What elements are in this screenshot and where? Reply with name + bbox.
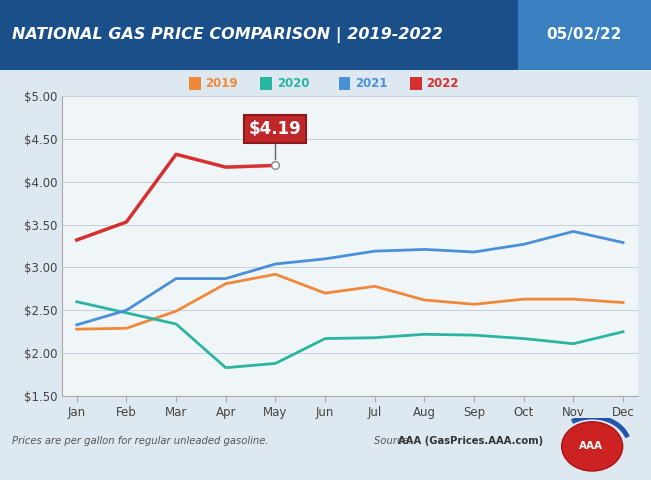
Text: 2020: 2020 [277, 77, 309, 90]
Text: 05/02/22: 05/02/22 [546, 27, 622, 42]
Bar [518, 0, 651, 70]
Ellipse shape [562, 422, 622, 471]
Bar [260, 77, 272, 90]
Text: Source:: Source: [374, 436, 415, 446]
Bar [410, 77, 422, 90]
Text: $4.19: $4.19 [249, 120, 302, 138]
Text: Prices are per gallon for regular unleaded gasoline.: Prices are per gallon for regular unlead… [12, 436, 268, 446]
Bar [0, 0, 518, 70]
Text: AAA: AAA [579, 442, 602, 451]
Text: NATIONAL GAS PRICE COMPARISON | 2019-2022: NATIONAL GAS PRICE COMPARISON | 2019-202… [12, 27, 443, 43]
Text: 2019: 2019 [205, 77, 238, 90]
Text: 2022: 2022 [426, 77, 459, 90]
Text: AAA (GasPrices.AAA.com): AAA (GasPrices.AAA.com) [398, 436, 544, 446]
Bar [339, 77, 350, 90]
Text: 2021: 2021 [355, 77, 387, 90]
Bar [189, 77, 201, 90]
